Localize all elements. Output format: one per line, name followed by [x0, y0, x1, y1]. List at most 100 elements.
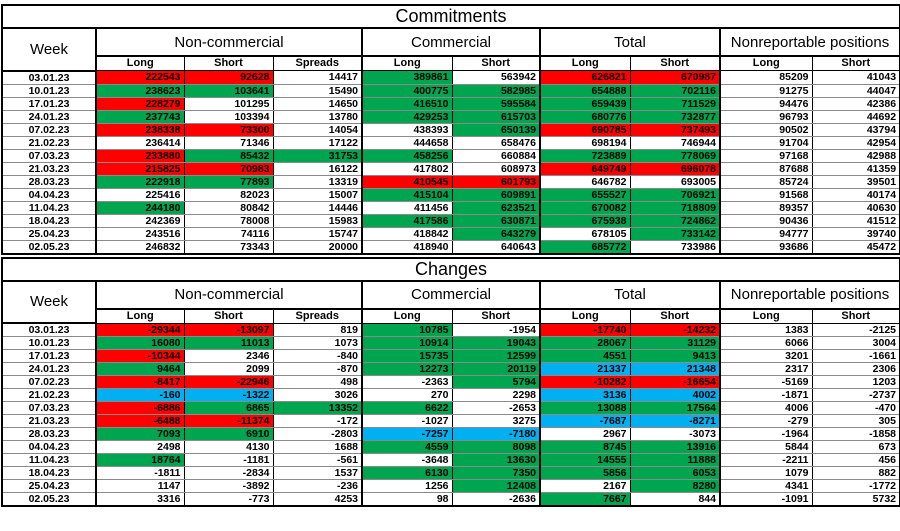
value-cell: -1091	[720, 492, 813, 507]
value-cell: 444658	[362, 136, 453, 150]
value-cell: 7350	[452, 466, 541, 480]
value-cell: 6066	[720, 336, 813, 350]
week-cell: 07.02.23	[2, 123, 97, 137]
value-cell: 2306	[812, 362, 900, 376]
value-cell: 13088	[540, 401, 631, 415]
changes-title-row: Changes	[1, 256, 900, 282]
table-row: 18.04.23 -1811 -2834 1537 6130 7350 5856 6053 10…	[2, 466, 900, 480]
value-cell: 819	[273, 323, 363, 337]
value-cell: -1858	[812, 427, 900, 441]
report-container: Commitments Week Non-commercial Commerci…	[0, 4, 900, 507]
value-cell: 93686	[720, 240, 813, 255]
col-header-t-short: Short	[629, 55, 721, 71]
value-cell: 418842	[362, 227, 453, 241]
value-cell: 718809	[630, 201, 721, 215]
value-cell: -14232	[630, 323, 721, 337]
value-cell: 242369	[96, 214, 185, 228]
value-cell: 438393	[362, 123, 453, 137]
value-cell: 417586	[362, 214, 453, 228]
value-cell: 623521	[452, 201, 541, 215]
week-cell: 21.02.23	[2, 136, 97, 150]
value-cell: 41512	[812, 214, 900, 228]
value-cell: -10282	[540, 375, 631, 389]
col-header-c-short: Short	[451, 55, 541, 71]
value-cell: 10914	[362, 336, 453, 350]
value-cell: 21348	[630, 362, 721, 376]
value-cell: 4002	[630, 388, 721, 402]
value-cell: 1073	[273, 336, 363, 350]
value-cell: -1027	[362, 414, 453, 428]
value-cell: 90436	[720, 214, 813, 228]
value-cell: -7687	[540, 414, 631, 428]
value-cell: 15983	[273, 214, 363, 228]
value-cell: 94777	[720, 227, 813, 241]
week-cell: 24.01.23	[2, 110, 97, 124]
value-cell: 19043	[452, 336, 541, 350]
value-cell: 458256	[362, 149, 453, 163]
value-cell: 410545	[362, 175, 453, 189]
group-header-non-commercial: Non-commercial	[95, 27, 363, 57]
changes-sub-header-row: Long Short Spreads Long Short Long Short…	[2, 308, 900, 324]
table-row: 21.03.23 215825 70983 16122 417802 608973 6497…	[2, 162, 900, 176]
col-header-c-long: Long	[361, 55, 453, 71]
value-cell: 12273	[362, 362, 453, 376]
value-cell: 737493	[630, 123, 721, 137]
value-cell: 1079	[720, 466, 813, 480]
value-cell: -29344	[96, 323, 185, 337]
value-cell: -1661	[812, 349, 900, 363]
value-cell: 70983	[184, 162, 274, 176]
value-cell: 732877	[630, 110, 721, 124]
value-cell: 416510	[362, 97, 453, 111]
value-cell: 18764	[96, 453, 185, 467]
value-cell: -2834	[184, 466, 274, 480]
value-cell: 698194	[540, 136, 631, 150]
value-cell: 673	[812, 440, 900, 454]
commitments-table: Commitments Week Non-commercial Commerci…	[0, 4, 900, 255]
value-cell: 1383	[720, 323, 813, 337]
value-cell: 675938	[540, 214, 631, 228]
value-cell: 9413	[630, 349, 721, 363]
value-cell: -470	[812, 401, 900, 415]
value-cell: 678105	[540, 227, 631, 241]
value-cell: 706921	[630, 188, 721, 202]
value-cell: 3316	[96, 492, 185, 507]
value-cell: -2363	[362, 375, 453, 389]
value-cell: 12599	[452, 349, 541, 363]
value-cell: -1322	[184, 388, 274, 402]
value-cell: 595584	[452, 97, 541, 111]
value-cell: 7667	[540, 492, 631, 507]
value-cell: 44692	[812, 110, 900, 124]
week-cell: 11.04.23	[2, 201, 97, 215]
value-cell: 882	[812, 466, 900, 480]
value-cell: 89357	[720, 201, 813, 215]
week-cell: 02.05.23	[2, 240, 97, 255]
value-cell: -7180	[452, 427, 541, 441]
value-cell: -2636	[452, 492, 541, 507]
value-cell: -8417	[96, 375, 185, 389]
value-cell: 101295	[184, 97, 274, 111]
value-cell: -3892	[184, 479, 274, 493]
value-cell: 418940	[362, 240, 453, 255]
value-cell: 90502	[720, 123, 813, 137]
week-cell: 18.04.23	[2, 214, 97, 228]
value-cell: 2317	[720, 362, 813, 376]
value-cell: 456	[812, 453, 900, 467]
value-cell: -1954	[452, 323, 541, 337]
value-cell: 4559	[362, 440, 453, 454]
value-cell: 630871	[452, 214, 541, 228]
value-cell: 723889	[540, 149, 631, 163]
col-header-t-long: Long	[539, 55, 631, 71]
value-cell: 14446	[273, 201, 363, 215]
value-cell: 6622	[362, 401, 453, 415]
value-cell: 39740	[812, 227, 900, 241]
value-cell: -1964	[720, 427, 813, 441]
value-cell: 10785	[362, 323, 453, 337]
table-row: 24.01.23 9464 2099 -870 12273 20119 21337 21348…	[2, 362, 900, 376]
value-cell: 103641	[184, 84, 274, 98]
value-cell: 14555	[540, 453, 631, 467]
value-cell: -2737	[812, 388, 900, 402]
value-cell: -2653	[452, 401, 541, 415]
value-cell: 670987	[630, 70, 721, 85]
week-cell: 11.04.23	[2, 453, 97, 467]
value-cell: 42386	[812, 97, 900, 111]
